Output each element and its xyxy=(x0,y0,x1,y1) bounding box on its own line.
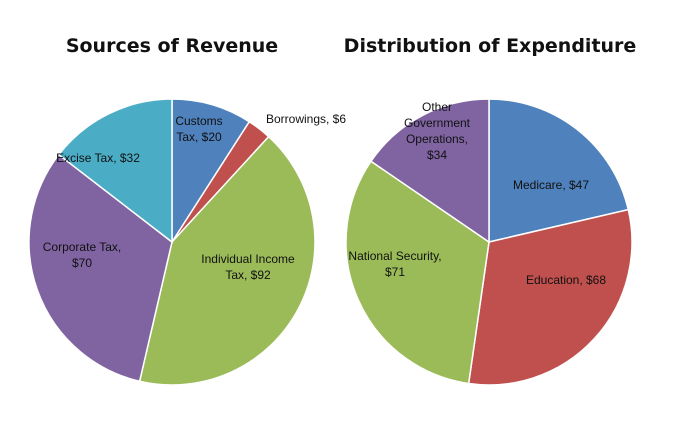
slice-label-line: Medicare, $47 xyxy=(513,178,589,192)
slice-label-individual-income-tax: Individual Income Tax, $92 xyxy=(201,252,295,282)
slice-label-line: Excise Tax, $32 xyxy=(56,151,140,165)
slice-labels: Customs Tax, $20 Borrowings, $6 Individual … xyxy=(43,100,607,287)
pie-slice-excise-tax xyxy=(57,98,173,244)
expenditure-chart-title: Distribution of Expenditure xyxy=(344,35,637,57)
slice-label-corporate-tax: Corporate Tax, $70 xyxy=(43,240,122,270)
slice-label-line: Corporate Tax, xyxy=(43,240,122,254)
pie-slice-education xyxy=(467,208,633,386)
expenditure-pie xyxy=(345,98,633,386)
slice-label-excise-tax: Excise Tax, $32 xyxy=(56,151,140,165)
pie-slice-national-security xyxy=(345,160,490,385)
slice-label-line: Other xyxy=(422,100,452,114)
pie-slice-other-government-operations xyxy=(369,98,490,244)
slice-label-line: Education, $68 xyxy=(526,273,606,287)
pie-slice-individual-income-tax xyxy=(138,135,316,386)
revenue-pie xyxy=(28,98,316,386)
slice-label-line: Operations, xyxy=(406,132,468,146)
pie-slice-customs-tax xyxy=(171,98,251,245)
slice-label-line: Borrowings, $6 xyxy=(266,112,346,126)
slice-label-line: $34 xyxy=(427,148,447,162)
slice-label-line: Customs xyxy=(175,114,222,128)
pie-slice-corporate-tax xyxy=(28,153,173,383)
slice-label-line: $71 xyxy=(385,265,405,279)
slice-label-medicare: Medicare, $47 xyxy=(513,178,589,192)
slice-label-education: Education, $68 xyxy=(526,273,606,287)
slice-label-line: Tax, $20 xyxy=(176,130,222,144)
slice-label-borrowings: Borrowings, $6 xyxy=(266,112,346,126)
slice-label-line: Individual Income xyxy=(201,252,295,266)
slice-label-line: National Security, xyxy=(348,249,441,263)
slice-label-customs-tax: Customs Tax, $20 xyxy=(175,114,222,144)
slice-label-other-government-operations: Other Government Operations, $34 xyxy=(404,100,471,162)
slice-label-line: $70 xyxy=(72,256,92,270)
slice-label-national-security: National Security, $71 xyxy=(348,249,441,279)
slice-label-line: Government xyxy=(404,116,471,130)
pie-slice-medicare xyxy=(488,98,630,243)
revenue-chart-title: Sources of Revenue xyxy=(66,35,278,57)
slice-label-line: Tax, $92 xyxy=(225,268,271,282)
